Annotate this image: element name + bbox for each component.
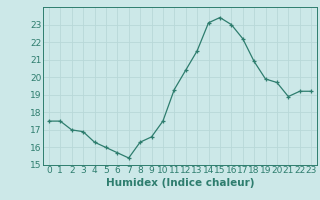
X-axis label: Humidex (Indice chaleur): Humidex (Indice chaleur) — [106, 178, 254, 188]
